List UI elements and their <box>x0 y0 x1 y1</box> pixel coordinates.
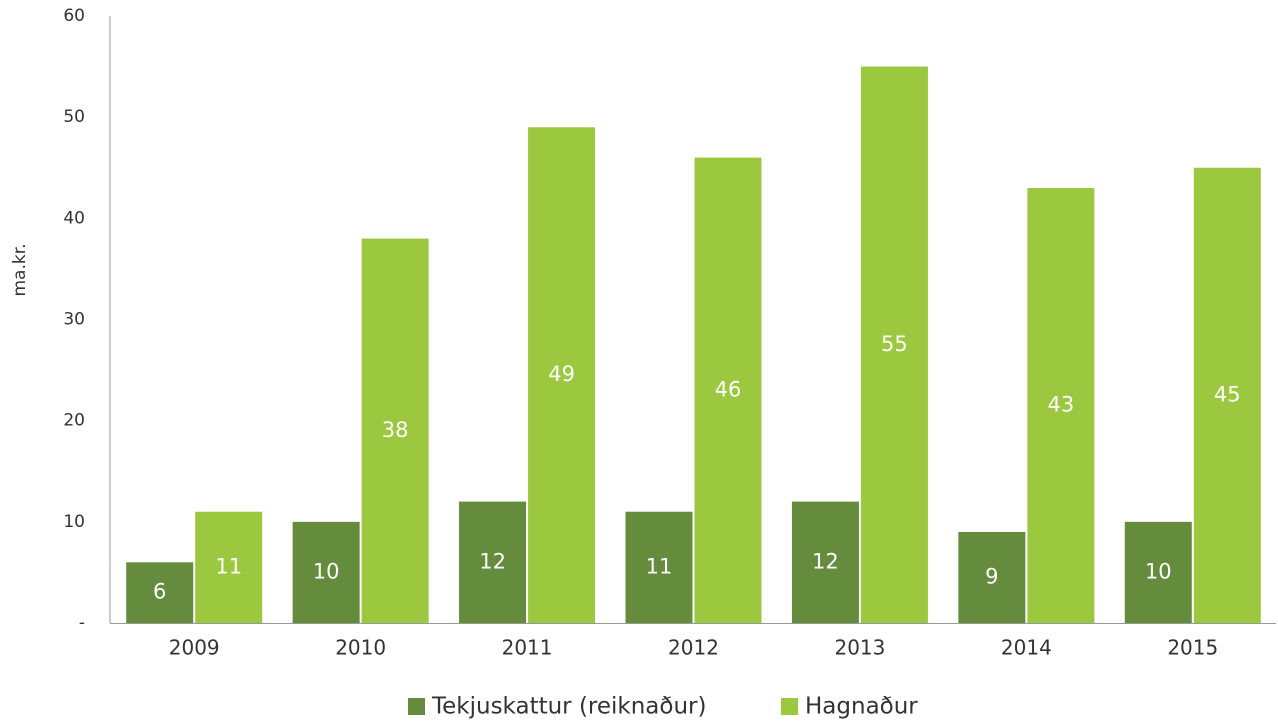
legend-swatch <box>408 698 425 715</box>
x-tick-label: 2014 <box>1001 636 1052 660</box>
x-tick-label: 2009 <box>169 636 220 660</box>
x-tick-label: 2010 <box>335 636 386 660</box>
bar <box>958 531 1026 623</box>
bar <box>860 66 928 624</box>
y-tick-label: - <box>79 613 85 633</box>
data-label: 43 <box>1047 392 1074 416</box>
y-tick-label: 40 <box>63 208 85 228</box>
y-tick-label: 60 <box>63 6 85 26</box>
data-label: 49 <box>548 362 575 386</box>
data-label: 9 <box>985 564 998 588</box>
data-label: 12 <box>479 549 506 573</box>
bar <box>361 238 429 624</box>
y-tick-label: 50 <box>63 107 85 127</box>
data-label: 38 <box>382 418 409 442</box>
data-label: 6 <box>153 580 166 604</box>
bar <box>625 511 693 623</box>
legend-swatch <box>781 698 798 715</box>
x-tick-label: 2013 <box>834 636 885 660</box>
bar <box>126 562 194 623</box>
x-tick-label: 2012 <box>668 636 719 660</box>
legend-label: Tekjuskattur (reiknaður) <box>431 694 706 720</box>
y-tick-label: 20 <box>63 411 85 431</box>
bar <box>694 157 762 623</box>
bar <box>459 501 527 623</box>
data-label: 10 <box>313 559 340 583</box>
y-axis-label: ma.kr. <box>10 243 30 296</box>
y-tick-label: 30 <box>63 310 85 330</box>
bar <box>528 127 596 624</box>
bar <box>292 521 360 623</box>
bar <box>1124 521 1192 623</box>
data-label: 55 <box>881 332 908 356</box>
x-tick-label: 2011 <box>502 636 553 660</box>
y-tick-label: 10 <box>63 512 85 532</box>
bar <box>1193 167 1261 623</box>
bar <box>1027 187 1095 623</box>
bar <box>791 501 859 623</box>
data-label: 11 <box>646 554 673 578</box>
data-label: 10 <box>1145 559 1172 583</box>
x-tick-label: 2015 <box>1167 636 1218 660</box>
data-label: 46 <box>715 377 742 401</box>
data-label: 45 <box>1214 382 1241 406</box>
bar <box>195 511 263 623</box>
legend-label: Hagnaður <box>805 694 918 720</box>
data-label: 11 <box>215 554 242 578</box>
data-label: 12 <box>812 549 839 573</box>
